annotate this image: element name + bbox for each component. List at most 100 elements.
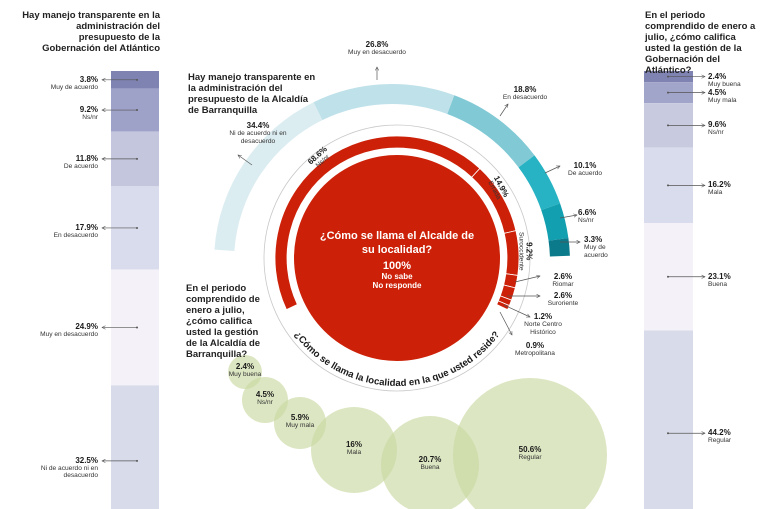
bubble-label: Buena (420, 464, 440, 471)
bar-label: Regular (708, 437, 732, 445)
ring-label: Suroccidente (517, 232, 525, 271)
bar-label: Muy buena (708, 80, 741, 88)
bubble-title: En el periodo comprendido de enero a jul… (186, 283, 261, 360)
center-sub-1: No sabe (381, 272, 413, 281)
center-percent: 100% (382, 260, 412, 272)
bubble-label: Regular (518, 454, 542, 461)
ring-value: 0.9% (525, 341, 545, 350)
bar-label: Ni de acuerdo ni en desacuerdo (40, 464, 98, 480)
arc-value: 34.4% (246, 121, 270, 130)
bubble (274, 397, 326, 449)
bar-value: 16.2% (708, 180, 731, 190)
bar-label: De acuerdo (63, 162, 98, 170)
ring-value: 2.6% (553, 272, 573, 281)
ring-label: Norte Centro Histórico (524, 321, 562, 336)
bar-label: Muy en desacuerdo (40, 331, 98, 339)
arc-title: Hay manejo transparente en la administra… (188, 72, 316, 116)
center-sub-2: No responde (372, 281, 422, 290)
arrow-dot (136, 459, 138, 462)
ring-outline (263, 124, 531, 392)
bar-value: 24.9% (75, 322, 98, 332)
bar-value: 3.8% (79, 74, 98, 84)
arrow-dot (667, 275, 669, 278)
arc-value: 6.6% (578, 208, 597, 217)
arrow (544, 166, 560, 174)
bubble-label: Mala (346, 449, 362, 456)
ring-label-group: 9.2% Suroccidente (517, 231, 534, 271)
ring-label: Metropolitana (515, 350, 555, 357)
arc-label: Ni de acuerdo ni en desacuerdo (229, 130, 287, 145)
arc-value: 3.3% (584, 235, 603, 244)
bar-label: Ns/nr (82, 114, 98, 122)
arrow-dot (667, 91, 669, 94)
bar-segment (111, 385, 159, 509)
bar-value: 44.2% (708, 428, 731, 438)
bar-label: Muy mala (708, 96, 737, 104)
bar-label: En desacuerdo (53, 231, 98, 239)
bar-value: 4.5% (708, 87, 727, 97)
ring-value: 1.2% (533, 312, 553, 321)
arc-segment (447, 95, 535, 168)
arrow (514, 276, 540, 283)
arrow-dot (667, 432, 669, 435)
arrow-dot (667, 75, 669, 78)
arc-value: 10.1% (573, 161, 597, 170)
center-disk (294, 155, 500, 361)
bar-value: 9.2% (79, 105, 98, 115)
bar-value: 17.9% (75, 222, 98, 232)
arrow (559, 215, 577, 219)
bubble-value: 50.6% (518, 445, 542, 454)
bar-value: 23.1% (708, 271, 731, 281)
bar-label: Buena (708, 280, 728, 288)
bubble-value: 4.5% (255, 390, 275, 399)
bar-value: 32.5% (75, 455, 98, 465)
bubble-value: 2.4% (235, 362, 255, 371)
arrow-dot (667, 184, 669, 187)
arrow (499, 104, 508, 117)
bubble-label: Ns/nr (257, 399, 273, 406)
arc-segment (313, 84, 455, 121)
bar-value: 11.8% (75, 153, 98, 163)
right-bar-title: En el periodo comprendido de enero a jul… (645, 10, 756, 76)
arc-label: Ns/nr (578, 217, 594, 224)
bubble-value: 5.9% (290, 413, 310, 422)
arc-value: 18.8% (513, 85, 537, 94)
bubble-value: 16% (345, 440, 362, 449)
bar-label: Muy de acuerdo (50, 83, 98, 91)
bar-label: Mala (708, 189, 723, 197)
ring-label: Riomar (552, 281, 574, 288)
left-bar-title: Hay manejo transparente en la administra… (22, 10, 160, 54)
bubble (453, 378, 607, 509)
arrow-dot (136, 157, 138, 160)
bubble-label: Muy buena (228, 371, 262, 378)
arc-label: Muy en desacuerdo (348, 49, 406, 56)
arrow-dot (136, 109, 138, 112)
arc-label: Muy de acuerdo (584, 244, 608, 259)
bubble (311, 407, 397, 493)
bubble (242, 377, 288, 423)
arc-segment (548, 238, 570, 257)
arc-segment (518, 155, 561, 210)
arc-segment (541, 203, 569, 241)
bubble-value: 20.7% (418, 455, 442, 464)
arrow-dot (136, 78, 138, 81)
bubble (381, 415, 480, 509)
bar-value: 9.6% (708, 120, 727, 130)
center-question: ¿Cómo se llama el Alcalde de su localida… (319, 230, 475, 256)
arrow (238, 155, 253, 166)
arc-segment (214, 102, 323, 251)
bar-label: Ns/nr (708, 129, 724, 137)
arrow-dot (136, 326, 138, 329)
ring-value: 9.2% (524, 242, 534, 261)
arrow-dot (667, 124, 669, 127)
arrow (503, 304, 530, 317)
bar-value: 2.4% (708, 71, 727, 81)
arrow-dot (136, 226, 138, 229)
bar-segment (644, 330, 693, 509)
bubble-label: Muy mala (285, 422, 315, 429)
arc-label: De acuerdo (567, 170, 603, 177)
ring-label: Suroriente (547, 300, 579, 307)
arc-value: 26.8% (365, 40, 389, 49)
ring-value: 2.6% (553, 291, 573, 300)
